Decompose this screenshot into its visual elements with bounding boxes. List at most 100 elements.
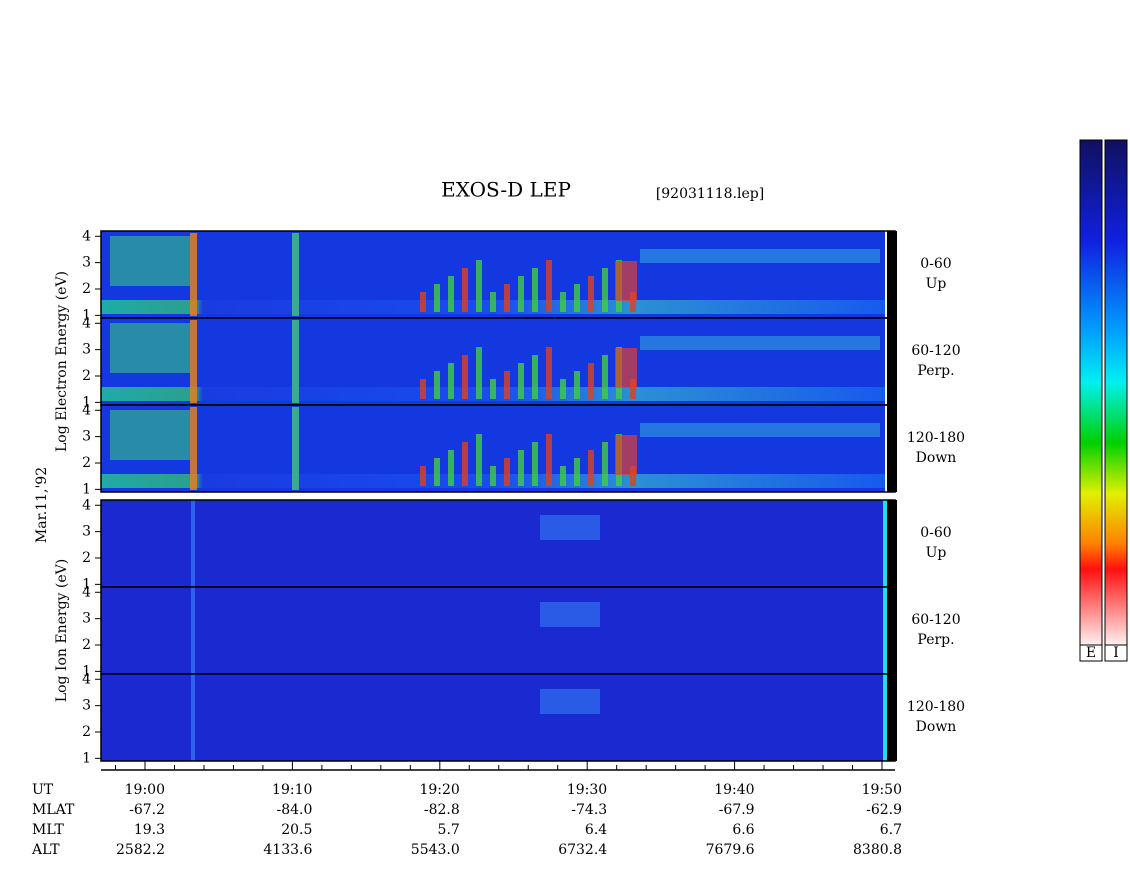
spectrogram-streak bbox=[504, 284, 510, 312]
row-value: 19:50 bbox=[862, 782, 902, 798]
spectrogram-patch bbox=[110, 236, 190, 286]
colorbar-label: E bbox=[1086, 645, 1096, 661]
row-value: 20.5 bbox=[281, 822, 312, 838]
spectrogram-streak bbox=[448, 276, 454, 312]
spectrogram-streak bbox=[292, 233, 299, 316]
spectrogram-streak bbox=[191, 500, 195, 587]
spectrogram-patch bbox=[540, 515, 600, 540]
spectrogram-patch bbox=[540, 602, 600, 627]
spectrogram-streak bbox=[190, 320, 197, 403]
spectrogram-streak bbox=[420, 292, 426, 312]
y-tick-label: 2 bbox=[82, 455, 91, 471]
row-name: UT bbox=[32, 782, 54, 798]
spectrogram-streak bbox=[434, 284, 440, 312]
row-value: -62.9 bbox=[866, 802, 902, 818]
row-value: 6.4 bbox=[585, 822, 607, 838]
y-axis-label: Log Ion Energy (eV) bbox=[54, 559, 70, 702]
panel-frame bbox=[100, 673, 896, 762]
spectrogram-streak bbox=[190, 233, 197, 316]
spectrogram-edge bbox=[883, 587, 887, 674]
row-name: MLAT bbox=[32, 802, 75, 818]
spectrogram-streak bbox=[546, 260, 552, 312]
spectrogram-streak bbox=[420, 466, 426, 486]
spectrogram-streak bbox=[574, 284, 580, 312]
spectrogram-streak bbox=[504, 458, 510, 486]
row-value: 19.3 bbox=[134, 822, 165, 838]
spectrogram-streak bbox=[588, 276, 594, 312]
row-value: 2582.2 bbox=[116, 842, 165, 858]
y-tick-label: 1 bbox=[82, 307, 91, 323]
spectrogram-band bbox=[640, 423, 880, 437]
subtitle: [92031118.lep] bbox=[656, 186, 764, 202]
spectrogram-streak bbox=[532, 355, 538, 399]
panel-name: 60-120 bbox=[911, 343, 960, 359]
panel-name: 0-60 bbox=[920, 525, 951, 541]
spectrogram-streak bbox=[191, 674, 195, 761]
y-tick-label: 2 bbox=[82, 724, 91, 740]
row-value: 19:30 bbox=[567, 782, 607, 798]
y-tick-label: 3 bbox=[82, 698, 91, 714]
spectrogram-streak bbox=[560, 466, 566, 486]
row-value: -67.9 bbox=[719, 802, 755, 818]
spectrogram-streak bbox=[292, 320, 299, 403]
panel-sub: Perp. bbox=[917, 363, 954, 379]
y-tick-label: 3 bbox=[82, 611, 91, 627]
spectrogram-streak bbox=[518, 276, 524, 312]
spectrogram-streak bbox=[574, 458, 580, 486]
colorbar bbox=[1104, 139, 1128, 646]
spectrogram-streak bbox=[588, 450, 594, 486]
y-tick-label: 1 bbox=[82, 481, 91, 497]
spectrogram-streak bbox=[434, 371, 440, 399]
row-value: -67.2 bbox=[129, 802, 165, 818]
spectrogram-patch bbox=[540, 689, 600, 714]
row-value: -82.8 bbox=[424, 802, 460, 818]
spectrogram-streak bbox=[476, 347, 482, 399]
spectrogram-streak bbox=[490, 379, 496, 399]
panel-edge bbox=[887, 587, 897, 674]
y-tick-label: 2 bbox=[82, 281, 91, 297]
panel-sub: Up bbox=[926, 545, 947, 561]
spectrogram-streak bbox=[518, 450, 524, 486]
spectrogram-edge bbox=[883, 500, 887, 587]
spectrogram-streak bbox=[448, 363, 454, 399]
panel-name: 120-180 bbox=[907, 430, 965, 446]
panel-sub: Up bbox=[926, 276, 947, 292]
panel-name: 120-180 bbox=[907, 699, 965, 715]
row-value: 5543.0 bbox=[411, 842, 460, 858]
y-tick-label: 4 bbox=[82, 402, 91, 418]
colorbar-box bbox=[1079, 644, 1103, 662]
y-tick-label: 2 bbox=[82, 368, 91, 384]
spectrogram-streak bbox=[560, 292, 566, 312]
colorbar-label: I bbox=[1113, 645, 1119, 661]
panel-sub: Down bbox=[916, 450, 957, 466]
spectrogram-streak bbox=[420, 379, 426, 399]
panel-name: 0-60 bbox=[920, 256, 951, 272]
spectrogram-streak bbox=[462, 355, 468, 399]
spectrogram-streak bbox=[476, 260, 482, 312]
spectrogram-streak bbox=[490, 466, 496, 486]
date-label: Mar.11,'92 bbox=[34, 467, 50, 543]
colorbar-box bbox=[1104, 644, 1128, 662]
spectrogram-band bbox=[640, 336, 880, 350]
row-value: 6.7 bbox=[880, 822, 902, 838]
y-tick-label: 1 bbox=[82, 394, 91, 410]
spectrogram-patch bbox=[615, 435, 637, 475]
colorbar bbox=[1079, 139, 1103, 646]
panel-edge bbox=[887, 318, 897, 405]
row-value: 5.7 bbox=[438, 822, 460, 838]
spectrogram-patch bbox=[110, 410, 190, 460]
spectrogram-streak bbox=[602, 268, 608, 312]
panel-sub: Perp. bbox=[917, 632, 954, 648]
spectrogram-streak bbox=[518, 363, 524, 399]
panel-edge bbox=[887, 405, 897, 492]
row-value: 6732.4 bbox=[558, 842, 607, 858]
row-value: 19:20 bbox=[419, 782, 459, 798]
spectrogram-edge bbox=[883, 674, 887, 761]
spectrogram-streak bbox=[448, 450, 454, 486]
spectrogram-streak bbox=[560, 379, 566, 399]
spectrogram bbox=[101, 674, 885, 761]
y-axis-label: Log Electron Energy (eV) bbox=[54, 271, 70, 452]
spectrogram-streak bbox=[546, 434, 552, 486]
spectrogram-streak bbox=[532, 442, 538, 486]
